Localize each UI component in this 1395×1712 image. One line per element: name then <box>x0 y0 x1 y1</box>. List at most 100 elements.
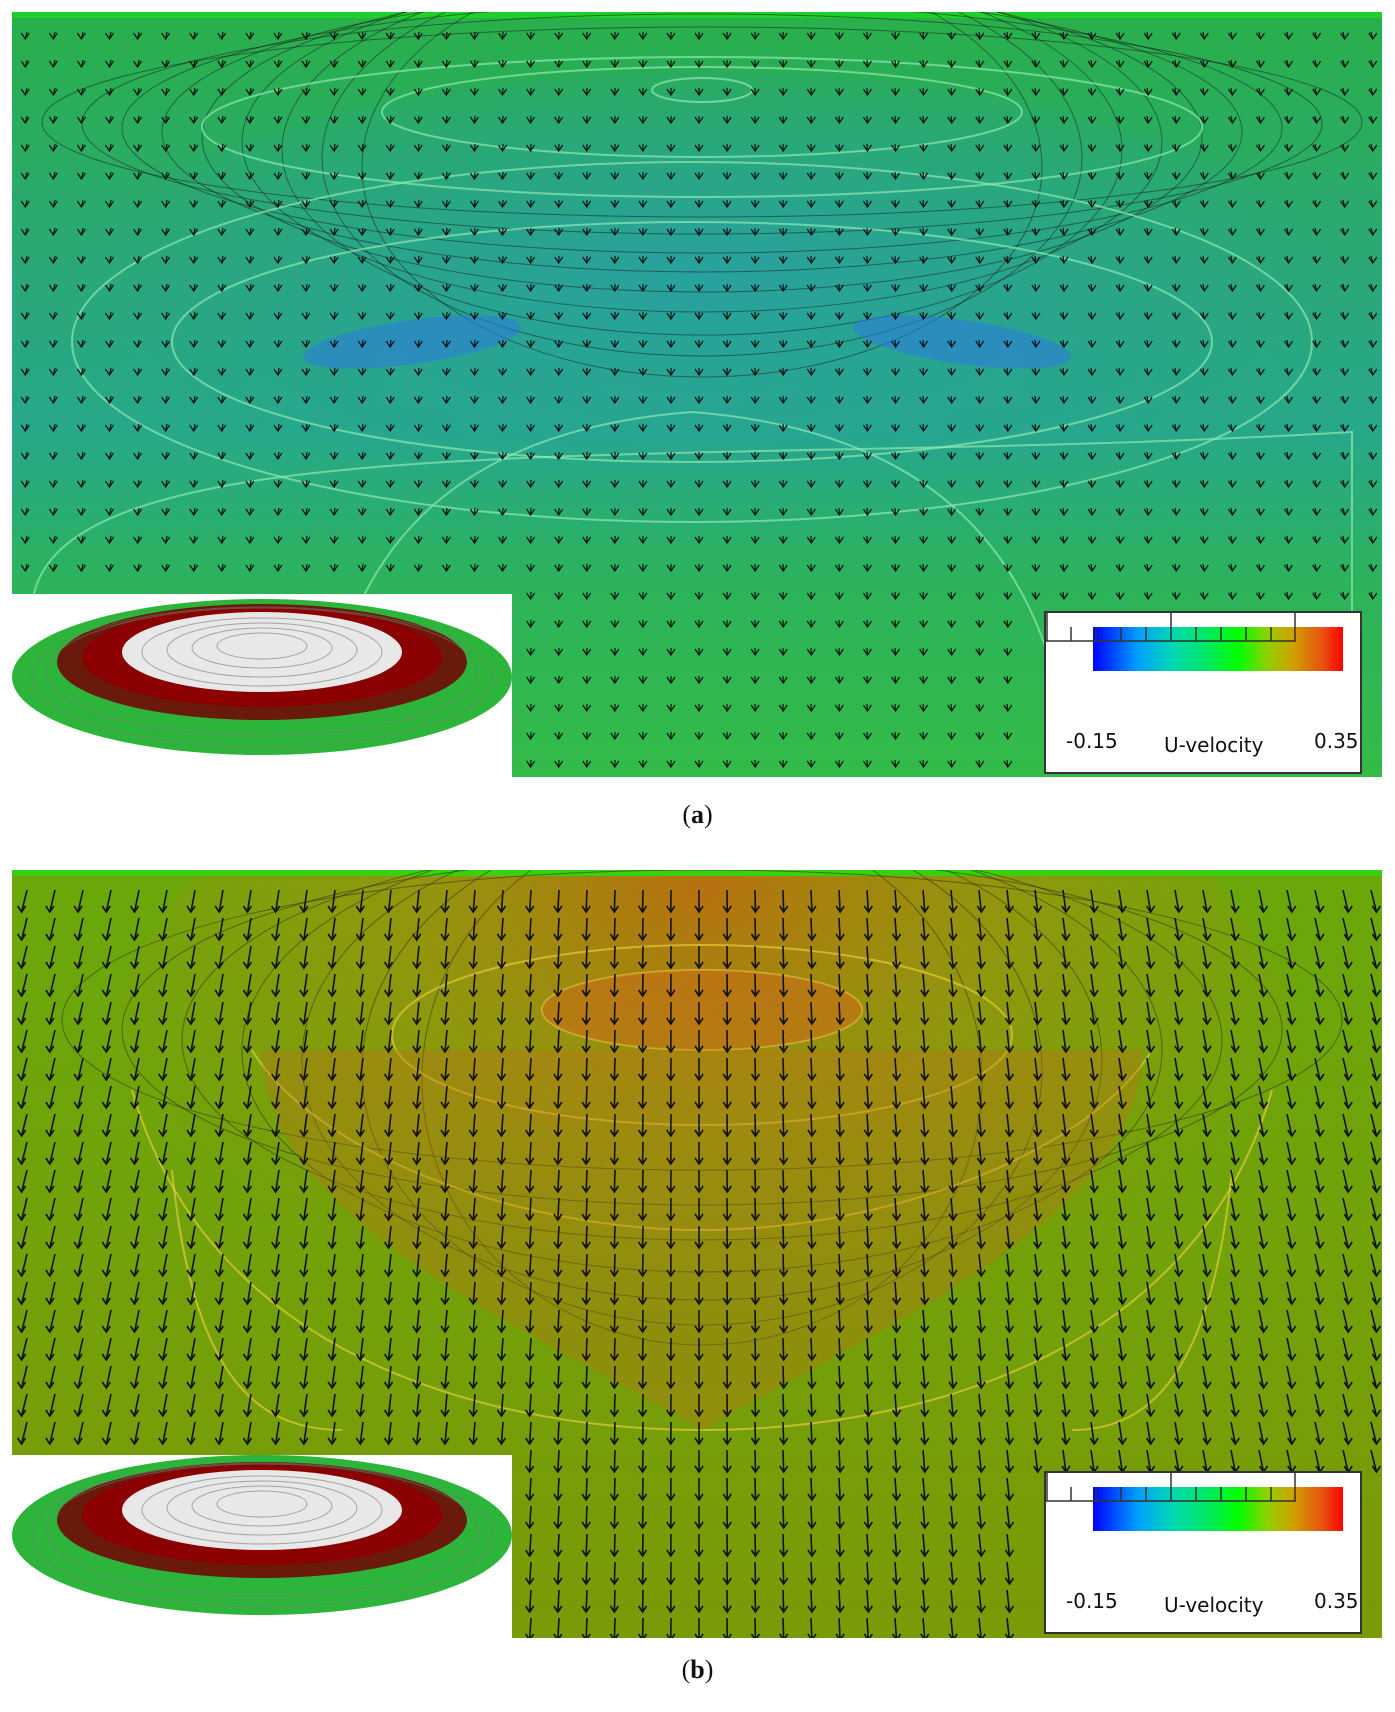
vector-arrow <box>189 451 199 461</box>
vector-arrow <box>779 1421 789 1446</box>
vector-arrow <box>526 759 536 769</box>
vector-arrow <box>609 1029 620 1054</box>
vector-arrow <box>526 311 536 321</box>
vector-arrow <box>976 1421 986 1446</box>
vector-arrow <box>1312 199 1322 209</box>
vector-arrow <box>301 31 311 41</box>
vector-arrow <box>778 479 788 489</box>
vector-arrow <box>835 1477 845 1502</box>
vector-arrow <box>1284 535 1294 545</box>
vector-arrow <box>975 367 985 377</box>
vector-arrow <box>554 479 564 489</box>
vector-arrow <box>1284 115 1294 125</box>
vector-arrow <box>637 1617 648 1638</box>
vector-arrow <box>245 451 255 461</box>
vector-arrow <box>1059 115 1069 125</box>
vector-arrow <box>1115 255 1125 265</box>
vector-arrow <box>835 1057 845 1082</box>
vector-arrow <box>186 917 196 942</box>
vector-arrow <box>666 423 676 433</box>
vector-arrow <box>609 1281 620 1306</box>
vector-arrow <box>666 731 676 741</box>
vector-arrow <box>1312 367 1322 377</box>
vector-arrow <box>891 1113 902 1138</box>
vector-arrow <box>214 1169 224 1194</box>
vector-arrow <box>45 917 56 942</box>
vector-arrow <box>581 1141 591 1166</box>
vector-arrow <box>891 563 901 573</box>
vector-arrow <box>1199 507 1209 517</box>
vector-arrow <box>526 731 536 741</box>
vector-arrow <box>48 115 58 125</box>
vector-arrow <box>891 311 901 321</box>
vector-arrow <box>1031 115 1041 125</box>
vector-arrow <box>1258 1057 1269 1082</box>
vector-arrow <box>1368 199 1378 209</box>
vector-arrow <box>1033 945 1043 970</box>
vector-arrow <box>1312 255 1322 265</box>
vector-arrow <box>1340 143 1350 153</box>
vector-arrow <box>1368 479 1378 489</box>
vector-arrow <box>1004 1421 1015 1446</box>
vector-arrow <box>273 283 283 293</box>
vector-arrow <box>498 311 508 321</box>
vector-arrow <box>357 283 367 293</box>
vector-arrow <box>582 171 592 181</box>
panel-b-contour-lines <box>61 870 1343 1346</box>
vector-arrow <box>920 945 930 970</box>
vector-arrow <box>1368 255 1378 265</box>
vector-arrow <box>891 889 902 914</box>
vector-arrow <box>975 59 985 69</box>
vector-arrow <box>1340 311 1350 321</box>
vector-arrow <box>919 227 929 237</box>
vector-arrow <box>242 1197 253 1222</box>
vector-arrow <box>975 87 985 97</box>
vector-arrow <box>413 563 423 573</box>
vector-arrow <box>1368 507 1378 517</box>
vector-arrow <box>666 1169 676 1194</box>
vector-arrow <box>16 917 28 942</box>
vector-arrow <box>1171 339 1181 349</box>
vector-arrow <box>214 1421 224 1446</box>
vector-arrow <box>441 143 451 153</box>
vector-arrow <box>129 1197 140 1222</box>
vector-arrow <box>413 87 423 97</box>
vector-arrow <box>1314 1141 1325 1166</box>
vector-arrow <box>1003 479 1013 489</box>
vector-arrow <box>385 227 395 237</box>
vector-arrow <box>722 1421 732 1446</box>
vector-arrow <box>722 395 732 405</box>
vector-arrow <box>638 171 648 181</box>
vector-arrow <box>976 889 986 914</box>
vector-arrow <box>76 423 86 433</box>
vector-arrow <box>582 367 592 377</box>
vector-arrow <box>1059 507 1069 517</box>
vector-arrow <box>1174 1253 1184 1278</box>
vector-arrow <box>666 1141 676 1166</box>
vector-arrow <box>76 59 86 69</box>
vector-arrow <box>270 1337 281 1362</box>
vector-arrow <box>582 675 592 685</box>
vector-arrow <box>413 171 423 181</box>
vector-arrow <box>834 171 844 181</box>
vector-arrow <box>468 1169 478 1194</box>
vector-arrow <box>1284 87 1294 97</box>
vector-arrow <box>1255 31 1265 41</box>
vector-arrow <box>357 507 367 517</box>
vector-arrow <box>1370 1085 1382 1110</box>
vector-arrow <box>355 1085 365 1110</box>
vector-arrow <box>413 479 423 489</box>
vector-arrow <box>242 1113 253 1138</box>
vector-arrow <box>1143 227 1153 237</box>
vector-arrow <box>778 395 788 405</box>
vector-arrow <box>975 115 985 125</box>
vector-arrow <box>105 283 115 293</box>
vector-arrow <box>45 1393 56 1418</box>
vector-arrow <box>1087 171 1097 181</box>
vector-arrow <box>666 647 676 657</box>
vector-arrow <box>1199 311 1209 321</box>
vector-arrow <box>862 591 872 601</box>
vector-arrow <box>526 115 536 125</box>
vector-arrow <box>327 1393 337 1418</box>
vector-arrow <box>554 759 564 769</box>
